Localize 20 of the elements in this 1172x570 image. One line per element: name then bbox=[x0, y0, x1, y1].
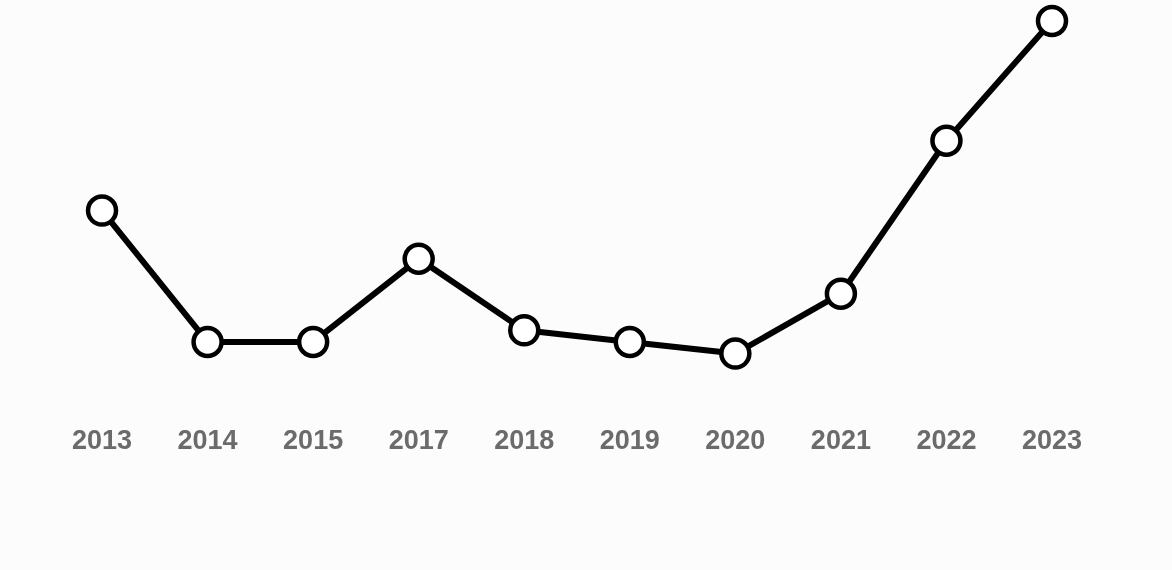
point bbox=[296, 325, 330, 359]
x-tick-label: 2020 bbox=[705, 425, 766, 456]
point bbox=[85, 194, 119, 227]
point bbox=[402, 242, 435, 276]
x-tick-label: 2019 bbox=[599, 425, 660, 456]
x-tick-label: 2023 bbox=[1021, 425, 1083, 456]
point bbox=[930, 124, 963, 157]
x-tick-label: 2015 bbox=[283, 425, 344, 456]
x-tick-label: 2022 bbox=[916, 425, 977, 456]
point bbox=[1035, 4, 1069, 38]
point bbox=[191, 325, 224, 359]
x-tick-label: 2014 bbox=[177, 425, 238, 456]
point bbox=[824, 277, 858, 310]
point bbox=[613, 325, 647, 359]
x-tick-label: 2013 bbox=[71, 425, 133, 456]
point bbox=[719, 337, 752, 370]
x-tick-label: 2018 bbox=[494, 425, 555, 456]
x-tick-label: 2017 bbox=[388, 425, 449, 456]
point bbox=[507, 314, 541, 347]
x-tick-label: 2021 bbox=[810, 425, 871, 456]
